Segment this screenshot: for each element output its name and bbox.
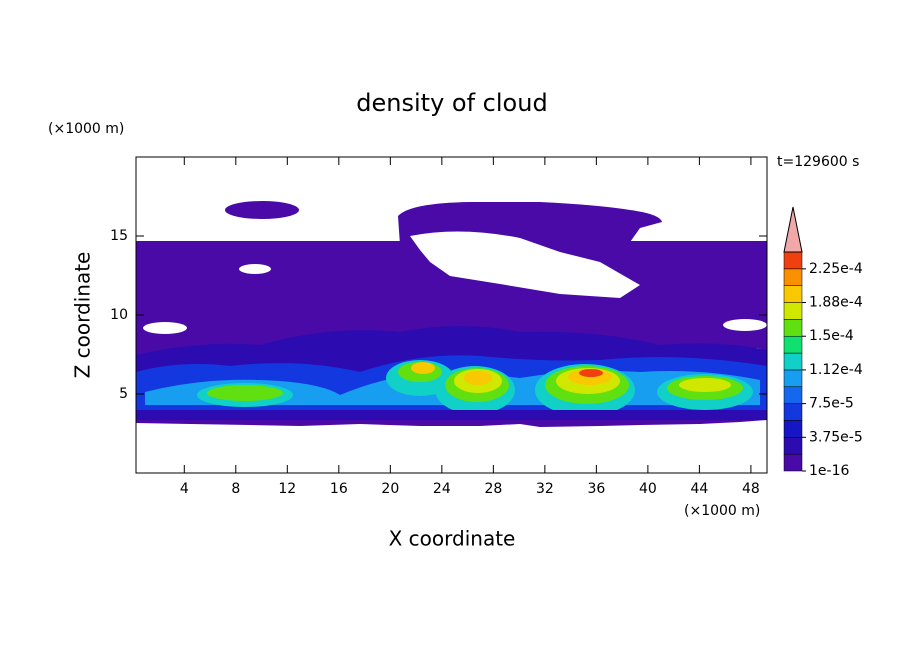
x-tick-label: 20 <box>381 481 399 497</box>
colorbar-band <box>783 251 803 270</box>
chart-title: density of cloud <box>356 89 547 117</box>
x-tick-label: 12 <box>278 481 296 497</box>
x-tick-label: 44 <box>690 481 708 497</box>
colorbar-band <box>783 285 803 303</box>
colorbar-band <box>783 302 803 320</box>
x-tick-label: 8 <box>231 481 240 497</box>
x-tick-label: 36 <box>587 481 605 497</box>
colorbar-tick-label: 1e-16 <box>809 463 849 479</box>
y-tick-label: 5 <box>119 386 128 402</box>
x-tick-label: 32 <box>536 481 554 497</box>
colorbar-band <box>783 453 803 472</box>
y-axis-label: Z coordinate <box>71 252 95 379</box>
colorbar-band <box>783 352 803 371</box>
colorbar-tick-label: 7.5e-5 <box>809 396 854 412</box>
colorbar-tick-label: 1.12e-4 <box>809 362 863 378</box>
x-axis-label: X coordinate <box>389 527 516 551</box>
colorbar-tick-label: 1.5e-4 <box>809 328 854 344</box>
x-tick-label: 24 <box>433 481 451 497</box>
x-tick-label: 4 <box>180 481 189 497</box>
colorbar-band <box>783 319 803 337</box>
colorbar-band <box>783 437 803 455</box>
x-tick-label: 48 <box>742 481 760 497</box>
y-tick-label: 15 <box>110 228 128 244</box>
y-unit: (×1000 m) <box>48 121 124 137</box>
colorbar-tick-label: 1.88e-4 <box>809 295 863 311</box>
colorbar-tick-label: 2.25e-4 <box>809 261 863 277</box>
colorbar-overflow <box>783 206 803 253</box>
colorbar-band <box>783 268 803 286</box>
colorbar-band <box>783 420 803 438</box>
annotation: t=129600 s <box>777 154 859 170</box>
colorbar-band <box>783 403 803 421</box>
colorbar-band <box>783 386 803 404</box>
x-tick-label: 16 <box>330 481 348 497</box>
y-tick-label: 10 <box>110 307 128 323</box>
x-unit: (×1000 m) <box>684 503 760 519</box>
colorbar-band <box>783 369 803 388</box>
colorbar-band <box>783 335 803 354</box>
x-tick-label: 40 <box>639 481 657 497</box>
x-tick-label: 28 <box>484 481 502 497</box>
contour-field <box>136 201 767 427</box>
colorbar-tick-label: 3.75e-5 <box>809 429 863 445</box>
